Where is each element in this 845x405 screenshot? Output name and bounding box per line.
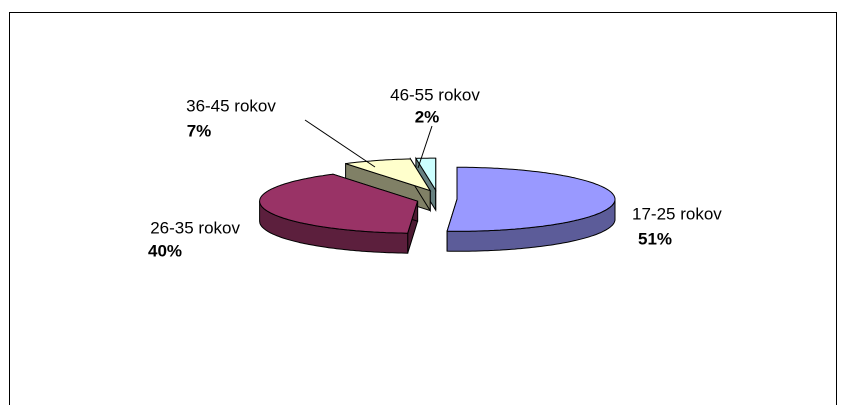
slice-label: 26-35 rokov — [150, 218, 240, 237]
slice — [345, 157, 432, 213]
leader-line — [304, 119, 376, 168]
slice-top — [446, 166, 616, 232]
slice-value-label: 7% — [187, 121, 212, 140]
chart-frame — [9, 12, 837, 405]
slice-label: 46-55 rokov — [390, 85, 480, 104]
slice-value-label: 51% — [638, 229, 672, 248]
leader-line — [417, 125, 433, 169]
slice-value-label: 40% — [148, 241, 182, 260]
slice-top — [415, 157, 437, 192]
slice-top — [345, 158, 432, 192]
slice-top — [259, 173, 419, 234]
slice — [446, 166, 616, 252]
slice-label: 17-25 rokov — [632, 204, 722, 223]
slice-value-label: 2% — [415, 107, 440, 126]
slice — [259, 173, 419, 254]
slice-label: 36-45 rokov — [186, 96, 276, 115]
